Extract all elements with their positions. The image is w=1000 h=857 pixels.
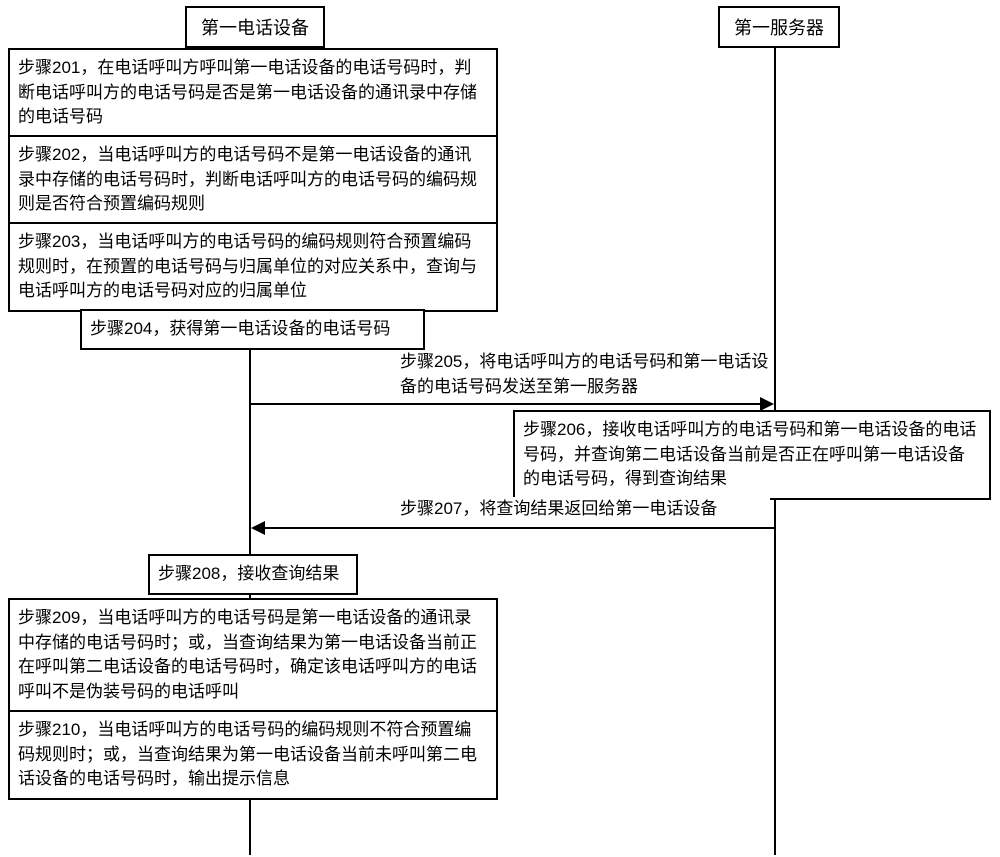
message-205-arrow: [250, 403, 762, 405]
step-210-text: 步骤210，当电话呼叫方的电话号码的编码规则不符合预置编码规则时；或，当查询结果…: [18, 720, 477, 788]
step-203: 步骤203，当电话呼叫方的电话号码的编码规则符合预置编码规则时，在预置的电话号码…: [8, 222, 498, 312]
step-202: 步骤202，当电话呼叫方的电话号码不是第一电话设备的通讯录中存储的电话号码时，判…: [8, 135, 498, 225]
lane-header-server: 第一服务器: [718, 6, 840, 48]
message-207-arrow: [264, 527, 776, 529]
lane-header-device-label: 第一电话设备: [201, 18, 309, 38]
message-207-label: 步骤207，将查询结果返回给第一电话设备: [400, 497, 770, 522]
message-205-label: 步骤205，将电话呼叫方的电话号码和第一电话设备的电话号码发送至第一服务器: [400, 350, 770, 399]
step-203-text: 步骤203，当电话呼叫方的电话号码的编码规则符合预置编码规则时，在预置的电话号码…: [18, 232, 477, 300]
step-204-text: 步骤204，获得第一电话设备的电话号码: [90, 319, 390, 338]
step-206: 步骤206，接收电话呼叫方的电话号码和第一电话设备的电话号码，并查询第二电话设备…: [513, 410, 991, 500]
message-205-text: 步骤205，将电话呼叫方的电话号码和第一电话设备的电话号码发送至第一服务器: [400, 352, 768, 396]
step-209-text: 步骤209，当电话呼叫方的电话号码是第一电话设备的通讯录中存储的电话号码时；或，…: [18, 608, 477, 701]
step-209: 步骤209，当电话呼叫方的电话号码是第一电话设备的通讯录中存储的电话号码时；或，…: [8, 598, 498, 713]
lane-header-device: 第一电话设备: [185, 6, 325, 48]
step-201-text: 步骤201，在电话呼叫方呼叫第一电话设备的电话号码时，判断电话呼叫方的电话号码是…: [18, 58, 477, 126]
step-208-text: 步骤208，接收查询结果: [158, 564, 339, 583]
step-206-text: 步骤206，接收电话呼叫方的电话号码和第一电话设备的电话号码，并查询第二电话设备…: [523, 420, 976, 488]
step-208: 步骤208，接收查询结果: [148, 554, 358, 595]
lane-header-server-label: 第一服务器: [734, 18, 824, 38]
step-202-text: 步骤202，当电话呼叫方的电话号码不是第一电话设备的通讯录中存储的电话号码时，判…: [18, 145, 477, 213]
message-205-arrowhead-icon: [760, 397, 774, 411]
step-201: 步骤201，在电话呼叫方呼叫第一电话设备的电话号码时，判断电话呼叫方的电话号码是…: [8, 48, 498, 138]
step-204: 步骤204，获得第一电话设备的电话号码: [80, 309, 425, 350]
step-210: 步骤210，当电话呼叫方的电话号码的编码规则不符合预置编码规则时；或，当查询结果…: [8, 710, 498, 800]
message-207-text: 步骤207，将查询结果返回给第一电话设备: [400, 499, 717, 518]
message-207-arrowhead-icon: [251, 521, 265, 535]
